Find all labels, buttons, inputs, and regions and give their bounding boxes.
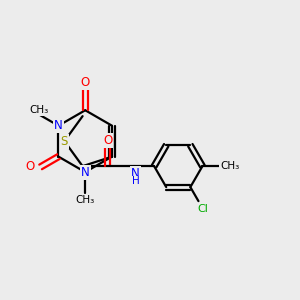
Text: O: O	[26, 160, 35, 173]
Text: O: O	[103, 134, 112, 147]
Text: CH₃: CH₃	[220, 161, 239, 171]
Text: CH₃: CH₃	[76, 195, 95, 205]
Text: Cl: Cl	[198, 204, 208, 214]
Text: CH₃: CH₃	[29, 105, 48, 115]
Text: S: S	[61, 135, 68, 148]
Text: H: H	[132, 176, 140, 187]
Text: N: N	[131, 167, 140, 180]
Text: N: N	[81, 166, 90, 178]
Text: O: O	[81, 76, 90, 89]
Text: N: N	[54, 119, 63, 132]
